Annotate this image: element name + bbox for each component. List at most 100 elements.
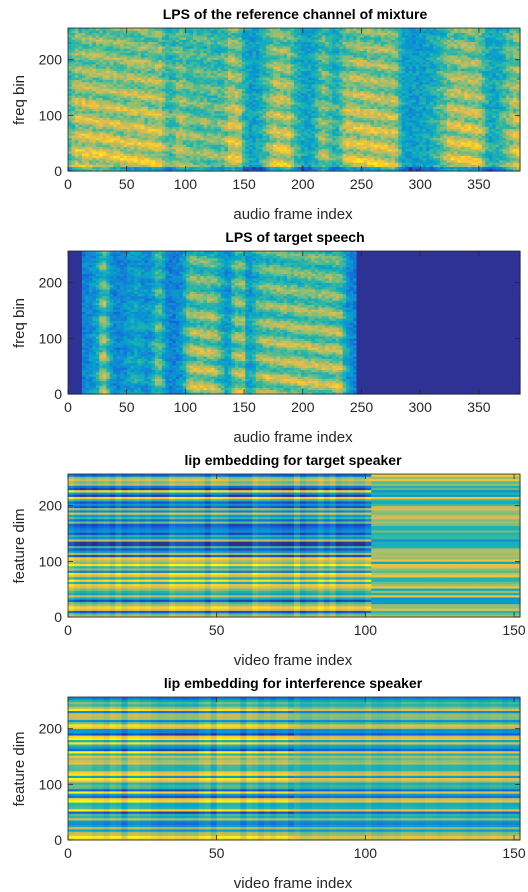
heatmap-cell xyxy=(297,43,302,47)
heatmap-cell xyxy=(262,48,267,51)
heatmap-cell xyxy=(276,153,281,156)
heatmap-cell xyxy=(245,57,250,60)
heatmap-cell xyxy=(231,32,236,36)
heatmap-cell xyxy=(276,128,281,132)
heatmap-cell xyxy=(154,57,159,60)
heatmap-cell xyxy=(273,39,278,42)
heatmap-cell xyxy=(328,88,333,92)
heatmap-cell xyxy=(227,90,233,94)
heatmap-cell xyxy=(172,79,177,83)
heatmap-cell xyxy=(245,155,250,159)
heatmap-cell xyxy=(287,144,292,148)
heatmap-cell xyxy=(161,28,166,31)
heatmap-cell xyxy=(231,28,236,31)
heatmap-cell xyxy=(127,159,132,163)
heatmap-cell xyxy=(207,110,212,114)
heatmap-cell xyxy=(113,155,118,159)
heatmap-cell xyxy=(141,54,146,58)
heatmap-cell xyxy=(290,108,295,112)
heatmap-cell xyxy=(165,139,170,143)
heatmap-cell xyxy=(116,50,121,54)
heatmap-cell xyxy=(259,106,264,110)
heatmap-cell xyxy=(255,124,260,127)
heatmap-cell xyxy=(92,77,97,80)
heatmap-cell xyxy=(321,65,326,69)
heatmap-cell xyxy=(255,83,260,87)
heatmap-cell xyxy=(214,159,219,163)
heatmap-cell xyxy=(220,112,226,116)
heatmap-cell xyxy=(147,39,153,42)
heatmap-cell xyxy=(248,146,253,150)
heatmap-cell xyxy=(147,63,153,67)
heatmap-cell xyxy=(130,79,135,83)
heatmap-cell xyxy=(325,124,330,127)
heatmap-cell xyxy=(113,106,118,110)
heatmap-cell xyxy=(151,103,156,107)
heatmap-cell xyxy=(200,68,205,72)
heatmap-cell xyxy=(161,101,166,105)
heatmap-cell xyxy=(220,95,226,98)
heatmap-cell xyxy=(189,112,194,116)
heatmap-cell xyxy=(116,128,121,132)
heatmap-cell xyxy=(214,146,219,150)
heatmap-cell xyxy=(99,137,104,141)
heatmap-cell xyxy=(189,126,194,130)
heatmap-cell xyxy=(245,115,250,118)
heatmap-cell xyxy=(189,159,194,163)
heatmap-cell xyxy=(248,155,253,159)
heatmap-cell xyxy=(231,50,236,54)
heatmap-cell xyxy=(335,90,340,94)
heatmap-cell xyxy=(238,135,243,139)
heatmap-cell xyxy=(154,99,159,103)
heatmap-cell xyxy=(276,162,281,165)
heatmap-cell xyxy=(123,106,128,110)
heatmap-cell xyxy=(109,45,114,49)
heatmap-cell xyxy=(95,137,100,141)
heatmap-cell xyxy=(113,74,118,78)
heatmap-cell xyxy=(248,77,253,80)
heatmap-cell xyxy=(175,126,180,130)
heatmap-cell xyxy=(234,34,239,38)
heatmap-cell xyxy=(304,166,309,170)
heatmap-cell xyxy=(158,164,163,168)
heatmap-cell xyxy=(172,54,177,58)
heatmap-cell xyxy=(203,128,208,132)
heatmap-cell xyxy=(81,112,86,116)
heatmap-cell xyxy=(214,128,219,132)
heatmap-cell xyxy=(71,128,76,132)
heatmap-cell xyxy=(207,36,212,40)
heatmap-cell xyxy=(207,88,212,92)
heatmap-cell xyxy=(332,92,337,96)
heatmap-cell xyxy=(207,90,212,94)
heatmap-cell xyxy=(78,101,83,105)
heatmap-cell xyxy=(193,128,198,132)
heatmap-cell xyxy=(283,159,288,163)
heatmap-cell xyxy=(269,83,274,87)
heatmap-cell xyxy=(238,108,243,112)
heatmap-cell xyxy=(335,108,340,112)
heatmap-cell xyxy=(78,108,83,112)
heatmap-cell xyxy=(255,52,260,56)
heatmap-cell xyxy=(151,32,156,36)
heatmap-cell xyxy=(151,117,156,121)
heatmap-cell xyxy=(325,164,330,168)
heatmap-cell xyxy=(130,141,135,145)
heatmap-cell xyxy=(120,153,125,156)
heatmap-cell xyxy=(283,34,288,38)
heatmap-cell xyxy=(168,159,173,163)
heatmap-cell xyxy=(297,97,302,101)
heatmap-cell xyxy=(88,126,93,130)
heatmap-cell xyxy=(85,103,90,107)
heatmap-cell xyxy=(186,81,191,85)
heatmap-cell xyxy=(227,103,233,107)
heatmap-cell xyxy=(74,79,80,83)
heatmap-cell xyxy=(123,101,128,105)
heatmap-cell xyxy=(85,139,90,143)
heatmap-cell xyxy=(106,117,111,121)
heatmap-cell xyxy=(210,155,215,159)
heatmap-cell xyxy=(300,39,306,42)
heatmap-cell xyxy=(71,70,76,74)
heatmap-cell xyxy=(304,157,309,161)
heatmap-cell xyxy=(200,106,205,110)
heatmap-cell xyxy=(241,50,246,54)
